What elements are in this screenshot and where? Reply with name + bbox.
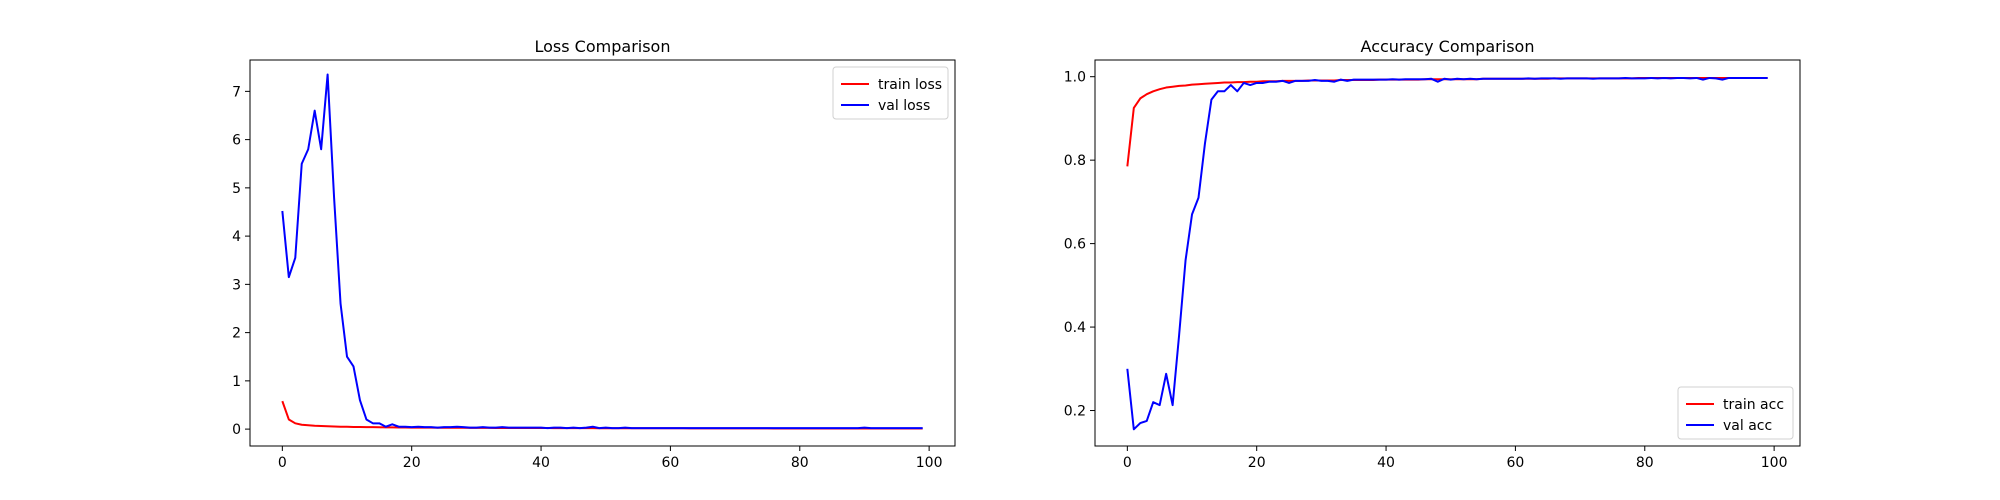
x-tick: 40	[1377, 446, 1395, 471]
y-tick: 0.8	[1064, 153, 1095, 169]
x-tick-label: 80	[791, 455, 809, 471]
x-tick-label: 0	[1123, 455, 1132, 471]
accuracy-chart: Accuracy Comparison 0 20 40 60 80 100 0.2 0.4 0…	[1064, 37, 1801, 471]
legend-label: val acc	[1723, 418, 1772, 434]
x-tick: 100	[1761, 446, 1788, 471]
x-tick-label: 20	[1248, 455, 1266, 471]
y-tick: 1	[232, 374, 250, 390]
train-loss-line	[281, 400, 923, 430]
axes-frame	[249, 59, 956, 447]
y-tick-label: 3	[232, 277, 241, 293]
x-tick-label: 20	[403, 455, 421, 471]
legend-label: train loss	[878, 77, 942, 93]
axes-frame	[1094, 59, 1801, 447]
y-tick-label: 0	[232, 422, 241, 438]
legend-item: train loss	[841, 77, 942, 93]
x-tick: 80	[791, 446, 809, 471]
y-tick: 4	[232, 229, 250, 245]
x-tick-label: 100	[1761, 455, 1788, 471]
x-tick-label: 40	[532, 455, 550, 471]
x-tick-label: 60	[661, 455, 679, 471]
x-tick-label: 0	[278, 455, 287, 471]
legend-item: val acc	[1686, 418, 1772, 434]
y-tick: 1.0	[1064, 70, 1095, 86]
val-acc-line	[1126, 76, 1768, 431]
x-tick: 20	[1248, 446, 1266, 471]
x-tick-label: 60	[1506, 455, 1524, 471]
x-tick: 100	[916, 446, 943, 471]
loss-chart: Loss Comparison 0 20 40 60 80 100 0 1 2 3 4 5 6 7 tr…	[232, 37, 956, 471]
x-tick: 0	[278, 446, 287, 471]
x-tick: 20	[403, 446, 421, 471]
y-tick: 0	[232, 422, 250, 438]
y-tick: 7	[232, 84, 250, 100]
y-tick-label: 1.0	[1064, 70, 1086, 86]
x-tick: 60	[1506, 446, 1524, 471]
x-tick-label: 40	[1377, 455, 1395, 471]
chart-title: Loss Comparison	[535, 37, 671, 56]
y-tick-label: 0.2	[1064, 404, 1086, 420]
x-tick: 60	[661, 446, 679, 471]
y-tick-label: 1	[232, 374, 241, 390]
y-tick: 2	[232, 326, 250, 342]
legend-item: train acc	[1686, 397, 1784, 413]
x-tick-label: 80	[1636, 455, 1654, 471]
y-tick: 0.4	[1064, 320, 1095, 336]
y-tick: 5	[232, 181, 250, 197]
legend-label: train acc	[1723, 397, 1784, 413]
legend: train acc val acc	[1677, 386, 1794, 440]
y-tick: 6	[232, 133, 250, 149]
legend-label: val loss	[878, 98, 930, 114]
y-tick-label: 5	[232, 181, 241, 197]
legend: train loss val loss	[832, 66, 949, 120]
y-tick-label: 4	[232, 229, 241, 245]
y-tick-label: 0.4	[1064, 320, 1086, 336]
y-tick: 0.2	[1064, 404, 1095, 420]
x-tick: 0	[1123, 446, 1132, 471]
y-tick: 3	[232, 277, 250, 293]
y-tick-label: 7	[232, 84, 241, 100]
legend-item: val loss	[841, 98, 930, 114]
y-tick-label: 0.6	[1064, 237, 1086, 253]
val-loss-line	[281, 73, 923, 430]
y-tick-label: 2	[232, 326, 241, 342]
y-tick: 0.6	[1064, 237, 1095, 253]
y-tick-label: 0.8	[1064, 153, 1086, 169]
x-tick: 40	[532, 446, 550, 471]
y-tick-label: 6	[232, 133, 241, 149]
chart-title: Accuracy Comparison	[1361, 37, 1535, 56]
x-tick: 80	[1636, 446, 1654, 471]
x-tick-label: 100	[916, 455, 943, 471]
